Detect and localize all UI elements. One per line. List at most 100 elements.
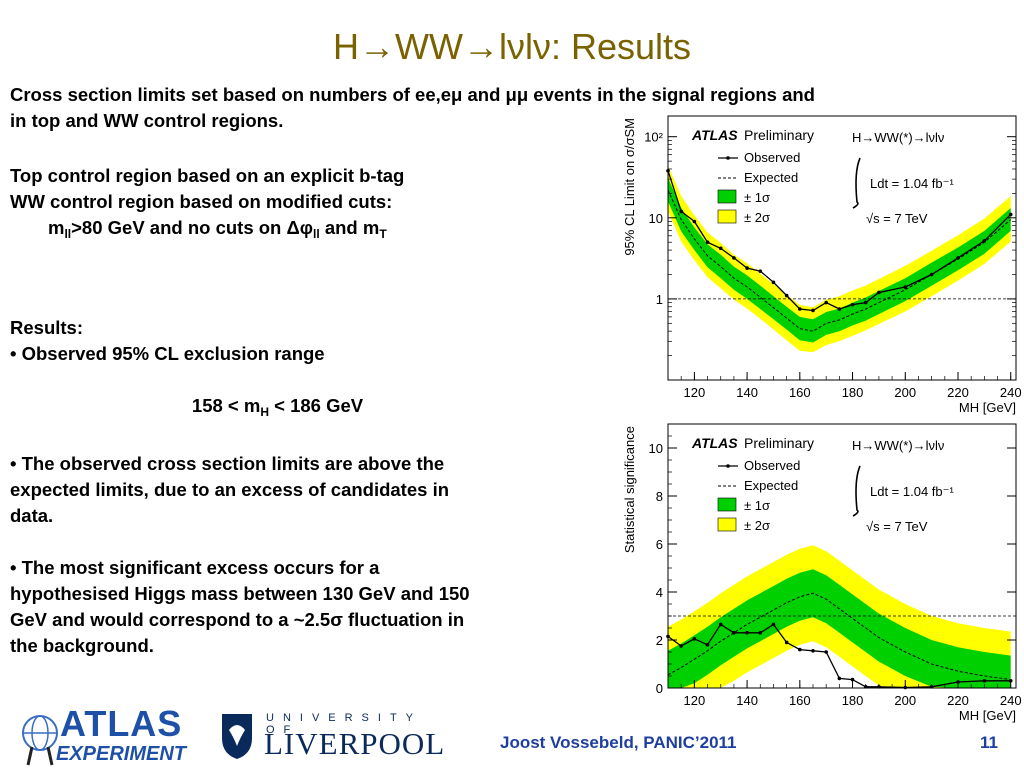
x-tick-label: 140 [736, 385, 758, 400]
legend-observed-marker [726, 156, 730, 160]
plot-frame [667, 115, 1017, 381]
results-section: Results: • Observed 95% CL exclusion ran… [10, 315, 590, 659]
observed-point [732, 256, 736, 260]
exclusion-range: 158 < mH < 186 GeV [10, 393, 545, 425]
atlas-label: ATLAS [691, 127, 738, 143]
y-tick-label: 8 [656, 489, 663, 504]
observed-point [1008, 212, 1013, 217]
x-tick-label: 120 [684, 693, 706, 708]
cuts-sub2: ll [313, 227, 320, 241]
y-tick-label: 6 [656, 537, 663, 552]
observed-line [667, 170, 1012, 312]
legend-observed: Observed [744, 150, 800, 165]
x-tick-label: 140 [736, 693, 758, 708]
observed-point [982, 679, 987, 683]
control-regions: Top control region based on an explicit … [10, 163, 570, 247]
preliminary-label: Preliminary [744, 435, 814, 451]
legend-2sigma-swatch [717, 517, 737, 532]
lumi-label: Ldt = 1.04 fb⁻¹ [870, 484, 955, 499]
intro-line-1: Cross section limits set based on number… [10, 84, 815, 105]
x-tick-label: 160 [789, 385, 811, 400]
x-tick-label: 220 [947, 385, 969, 400]
intro-text: Cross section limits set based on number… [10, 82, 1010, 134]
observed-point [824, 300, 828, 305]
x-tick-label: 240 [1000, 385, 1022, 400]
range-post: < 186 GeV [268, 395, 364, 416]
x-tick-label: 160 [789, 693, 811, 708]
y-tick-label: 10 [649, 441, 663, 456]
bullet-significance-line-1: • The most significant excess occurs for… [10, 557, 380, 578]
significance-chart: 120 140 160 180 200 220 240 0 2 4 6 8 10 MH [GeV] Stat… [622, 423, 1022, 723]
footer-author: Joost Vossebeld, PANIC’2011 [500, 733, 737, 752]
observed-point [718, 246, 723, 251]
energy-label: √s = 7 TeV [866, 211, 928, 226]
atlas-globe-icon [22, 715, 58, 766]
observed-point [811, 649, 815, 653]
observed-point [850, 302, 855, 307]
observed-point [771, 280, 776, 285]
legend-1sigma: ± 1σ [744, 498, 770, 513]
top-control-region: Top control region based on an explicit … [10, 165, 405, 186]
x-tick-label: 180 [842, 385, 864, 400]
observed-point [903, 285, 908, 289]
atlas-logo: ATLAS EXPERIMENT [18, 703, 188, 767]
process-label: H→WW(*)→lνlν [852, 130, 944, 145]
preliminary-label: Preliminary [744, 127, 814, 143]
observed-point [929, 272, 934, 277]
legend-1sigma-swatch [717, 497, 737, 512]
legend-2sigma: ± 2σ [744, 210, 770, 225]
y-tick-label: 2 [656, 633, 663, 648]
atlas-logo-subtext: EXPERIMENT [56, 743, 187, 765]
y-axis-label: Statistical significance [622, 426, 637, 553]
ww-cuts: mll>80 GeV and no cuts on Δφll and mT [10, 215, 570, 247]
x-tick-label: 180 [842, 693, 864, 708]
cuts-sub1: ll [64, 227, 72, 241]
observed-point [758, 269, 763, 273]
bullet-excess-line-2: expected limits, due to an excess of can… [10, 479, 450, 500]
band-1sigma [668, 178, 1011, 343]
bullet-significance-line-3: GeV and would correspond to a ~2.5σ fluc… [10, 609, 465, 630]
lumi-label: Ldt = 1.04 fb⁻¹ [870, 176, 955, 191]
observed-point [679, 209, 683, 214]
x-axis-label: MH [GeV] [959, 708, 1016, 723]
legend-2sigma: ± 2σ [744, 518, 770, 533]
x-tick-label: 220 [947, 693, 969, 708]
band-2sigma [668, 165, 1011, 353]
observed-point [784, 640, 789, 645]
liverpool-crest-icon [222, 714, 252, 759]
cuts-mid: >80 GeV and no cuts on Δφ [71, 217, 314, 238]
observed-point [692, 637, 697, 641]
energy-label: √s = 7 TeV [866, 519, 928, 534]
observed-point [718, 622, 723, 627]
slide-title: H→WW→lνlν: Results [333, 26, 691, 67]
x-tick-label: 240 [1000, 693, 1022, 708]
expected-line [667, 189, 1012, 332]
legend-observed: Observed [744, 458, 800, 473]
cuts-post: and m [319, 217, 380, 238]
bullet-exclusion: • Observed 95% CL exclusion range [10, 343, 325, 364]
observed-point [956, 256, 960, 260]
legend-1sigma: ± 1σ [744, 190, 770, 205]
range-sub: H [260, 405, 269, 419]
process-label: H→WW(*)→lνlν [852, 438, 944, 453]
observed-point [784, 293, 789, 298]
observed-point [837, 676, 842, 681]
observed-point [705, 643, 710, 647]
liverpool-logo: UNIVERSITY OF LIVERPOOL [220, 710, 450, 766]
observed-point [982, 239, 987, 243]
legend-observed-marker [726, 464, 730, 468]
y-tick-label: 10 [649, 211, 663, 226]
y-tick-label: 4 [656, 585, 663, 600]
y-axis-label: 95% CL Limit on σ/σSM [622, 118, 637, 256]
x-tick-label: 120 [684, 385, 706, 400]
observed-point [771, 622, 776, 627]
legend-expected: Expected [744, 478, 798, 493]
atlas-label: ATLAS [691, 435, 738, 451]
legend-1sigma-swatch [717, 189, 737, 204]
band-1sigma [668, 569, 1011, 688]
observed-point [798, 307, 802, 311]
observed-point [837, 307, 842, 311]
bullet-significance-line-2: hypothesised Higgs mass between 130 GeV … [10, 583, 470, 604]
observed-point [824, 650, 828, 654]
integral-icon [852, 157, 861, 209]
